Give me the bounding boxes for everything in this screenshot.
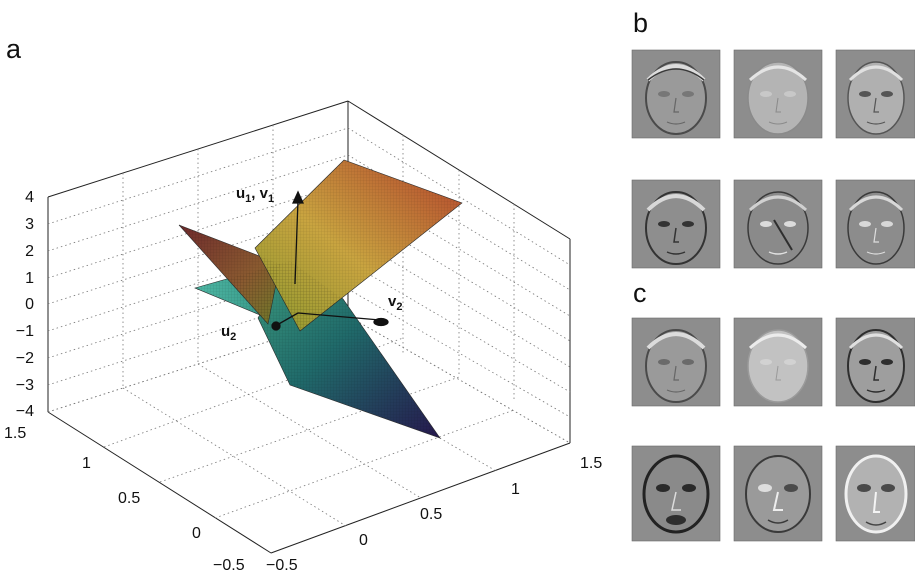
vector-arrows <box>271 190 389 331</box>
surface-mesh <box>179 160 462 438</box>
label-v2: v2 <box>388 293 402 313</box>
panel-label-a: a <box>6 34 22 64</box>
right-tick-label: 0.5 <box>420 506 442 523</box>
label-u2: u2 <box>221 323 236 343</box>
z-tick-label: 2 <box>25 243 34 260</box>
face-image <box>631 445 721 542</box>
right-axis-ticks: −0.5 0 0.5 1 1.5 <box>266 455 602 574</box>
panel-label-b: b <box>633 8 648 38</box>
panel-label-c: c <box>633 278 647 308</box>
z-tick-label: 1 <box>25 270 34 287</box>
left-tick-label: −0.5 <box>213 557 245 574</box>
face-image <box>631 179 721 269</box>
face-image <box>733 317 823 407</box>
z-tick-label: 0 <box>25 296 34 313</box>
face-image <box>835 49 915 139</box>
label-u1-v1: u1, v1 <box>236 185 274 205</box>
z-tick-label: 3 <box>25 216 34 233</box>
left-axis-ticks: 1.5 1 0.5 0 −0.5 <box>4 425 245 574</box>
face-image <box>733 445 823 542</box>
right-tick-label: 0 <box>359 532 368 549</box>
z-tick-label: −1 <box>16 323 34 340</box>
face-image <box>835 179 915 269</box>
left-tick-label: 1 <box>82 455 91 472</box>
face-image <box>835 445 915 542</box>
z-tick-label: −4 <box>16 403 34 420</box>
left-tick-label: 1.5 <box>4 425 26 442</box>
panel-c-images <box>631 317 915 542</box>
z-tick-label: −2 <box>16 350 34 367</box>
face-image <box>631 317 721 407</box>
right-tick-label: 1 <box>511 481 520 498</box>
left-tick-label: 0.5 <box>118 490 140 507</box>
face-image <box>631 49 721 139</box>
face-image <box>733 49 823 139</box>
z-tick-label: −3 <box>16 377 34 394</box>
panel-b-images <box>631 49 915 269</box>
face-image <box>733 179 823 269</box>
z-tick-label: 4 <box>25 189 34 206</box>
right-tick-label: −0.5 <box>266 557 298 574</box>
left-tick-label: 0 <box>192 525 201 542</box>
face-image <box>835 317 915 407</box>
surface-plot: u1, v1 v2 u2 4 3 2 1 0 −1 −2 −3 −4 1.5 1… <box>4 100 602 574</box>
right-tick-label: 1.5 <box>580 455 602 472</box>
z-axis-ticks: 4 3 2 1 0 −1 −2 −3 −4 <box>16 189 34 420</box>
